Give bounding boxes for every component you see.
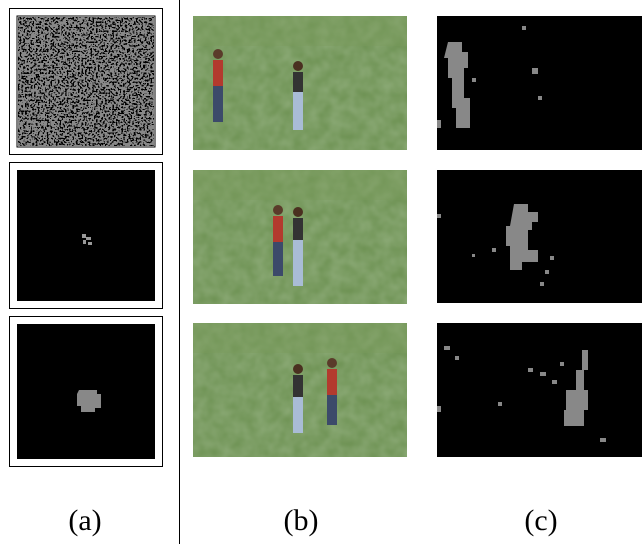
mask-blob — [437, 26, 542, 128]
column-c — [437, 16, 642, 457]
column-b — [193, 16, 407, 457]
noise-image — [18, 17, 154, 146]
video-frame — [193, 16, 407, 150]
caption: (a) — [68, 504, 101, 537]
mask-blob — [77, 390, 101, 412]
video-frame — [193, 170, 407, 304]
frame — [9, 162, 163, 309]
mask-frame — [437, 16, 642, 150]
mask-blob — [82, 234, 92, 245]
mask-blob — [437, 204, 554, 286]
video-frame — [193, 323, 407, 457]
frame — [9, 8, 163, 155]
frame — [9, 316, 163, 467]
column-a — [9, 8, 163, 467]
caption: (c) — [524, 504, 557, 537]
mask-blob — [437, 346, 606, 442]
mask-frame — [437, 170, 642, 303]
mask-frame — [437, 323, 642, 457]
caption: (b) — [284, 504, 319, 537]
